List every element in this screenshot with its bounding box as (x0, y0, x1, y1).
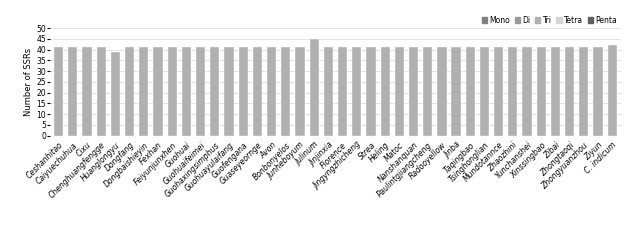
Bar (352, 48, 361, 136)
Legend: Mono, Di, Tri, Tetra, Penta: Mono, Di, Tri, Tetra, Penta (482, 16, 617, 25)
Bar (111, 52, 120, 136)
Bar (253, 48, 262, 136)
Bar (154, 48, 162, 136)
Bar (167, 48, 177, 136)
Bar (451, 48, 461, 136)
Bar (593, 48, 603, 136)
Bar (139, 48, 149, 136)
Bar (267, 48, 276, 136)
Bar (182, 48, 191, 136)
Bar (338, 48, 347, 136)
Bar (480, 48, 489, 136)
Bar (466, 48, 475, 136)
Bar (224, 48, 234, 136)
Bar (82, 48, 92, 136)
Bar (537, 48, 546, 136)
Bar (295, 48, 305, 136)
Bar (68, 48, 78, 136)
Bar (324, 48, 333, 136)
Bar (494, 48, 503, 136)
Bar (210, 48, 219, 136)
Y-axis label: Number of SSRs: Number of SSRs (24, 48, 33, 116)
Bar (125, 48, 134, 136)
Bar (437, 48, 446, 136)
Bar (239, 48, 248, 136)
Bar (579, 48, 589, 136)
Bar (551, 48, 560, 136)
Bar (54, 48, 63, 136)
Bar (423, 48, 432, 136)
Bar (97, 48, 106, 136)
Bar (522, 48, 532, 136)
Bar (196, 48, 205, 136)
Bar (281, 48, 290, 136)
Bar (508, 48, 517, 136)
Bar (381, 48, 390, 136)
Bar (310, 39, 319, 136)
Bar (409, 48, 418, 136)
Bar (366, 48, 376, 136)
Bar (608, 45, 617, 136)
Bar (565, 48, 574, 136)
Bar (395, 48, 404, 136)
